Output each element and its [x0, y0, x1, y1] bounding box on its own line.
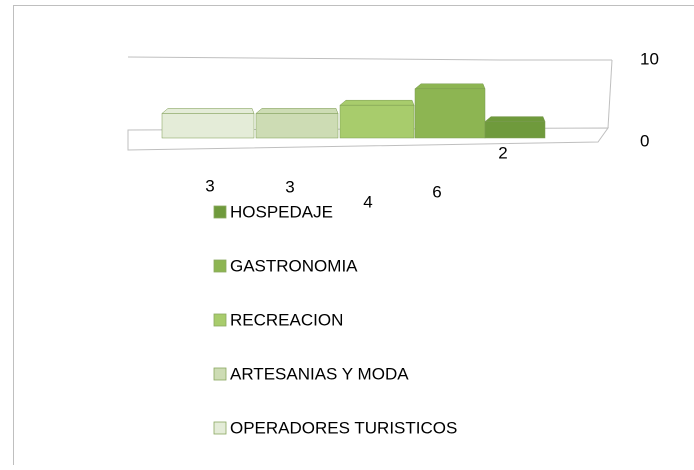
legend-label: ARTESANIAS Y MODA: [230, 364, 409, 383]
data-label: 3: [285, 177, 294, 196]
side-wall: [608, 60, 612, 128]
legend-label: OPERADORES TURISTICOS: [230, 418, 457, 437]
legend-swatch: [214, 260, 226, 272]
legend-swatch: [214, 368, 226, 380]
legend-swatch: [214, 206, 226, 218]
bar-top: [340, 100, 414, 105]
legend-label: GASTRONOMIA: [230, 256, 358, 275]
back-wall-top: [128, 57, 612, 60]
data-label: 3: [205, 176, 214, 195]
bar: [485, 122, 545, 138]
bar: [162, 113, 254, 138]
data-label: 2: [498, 143, 507, 162]
legend-swatch: [214, 422, 226, 434]
bar: [256, 113, 338, 138]
bar-top: [415, 84, 485, 89]
bar: [340, 105, 414, 138]
data-label: 4: [363, 192, 372, 211]
legend-label: RECREACION: [230, 310, 343, 329]
legend-swatch: [214, 314, 226, 326]
legend-label: HOSPEDAJE: [230, 202, 333, 221]
y-tick-label: 10: [640, 49, 659, 68]
data-label: 6: [432, 182, 441, 201]
chart-frame: [14, 6, 694, 466]
bar-top: [162, 108, 254, 113]
bar-top: [256, 108, 338, 113]
bar-top: [485, 117, 545, 122]
y-tick-label: 0: [640, 131, 649, 150]
bar: [415, 89, 485, 138]
